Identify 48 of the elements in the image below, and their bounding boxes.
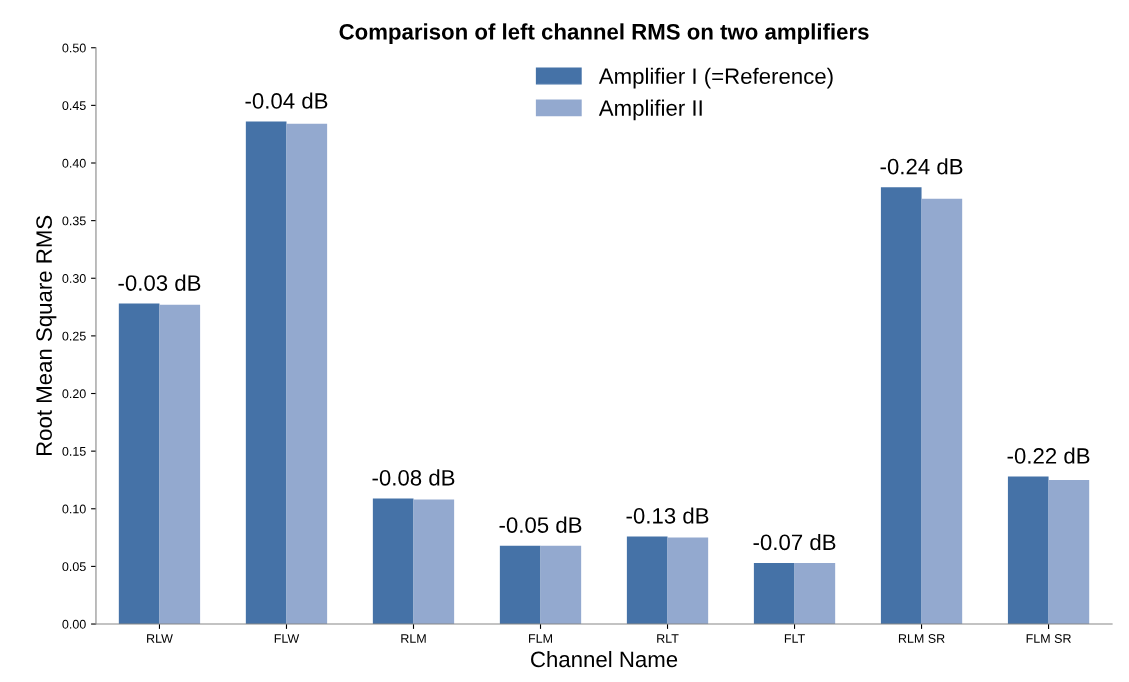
y-tick-label: 0.50 <box>62 43 86 53</box>
bar <box>880 187 922 625</box>
bar <box>118 303 160 625</box>
legend-label: Amplifier I (=Reference) <box>598 67 833 89</box>
annotation: -0.03 dB <box>118 274 201 291</box>
bar <box>1048 479 1090 625</box>
bar <box>499 545 541 625</box>
x-axis-title: Channel Name <box>531 650 678 668</box>
y-tick-label: 0.45 <box>62 101 86 111</box>
annotation: -0.13 dB <box>626 507 709 524</box>
bar <box>794 562 836 625</box>
y-tick-label: 0.00 <box>62 619 86 629</box>
y-tick-label: 0.20 <box>62 389 86 399</box>
bar <box>753 562 795 625</box>
chart-title: Comparison of left channel RMS on two amplifiers <box>339 23 869 45</box>
y-axis-title: Root Mean Square RMS <box>36 215 57 456</box>
x-tick-label: FLM SR <box>1026 634 1071 643</box>
x-tick-label: FLW <box>274 634 300 643</box>
bar <box>540 545 582 625</box>
x-tick-label: FLT <box>784 634 805 643</box>
y-tick-label: 0.25 <box>62 331 86 341</box>
bar <box>372 498 414 625</box>
x-tick-label: RLM SR <box>898 634 945 643</box>
annotation: -0.04 dB <box>245 92 328 109</box>
annotation: -0.24 dB <box>880 158 963 175</box>
y-tick-label: 0.40 <box>62 158 86 168</box>
y-tick-label: 0.30 <box>62 274 86 283</box>
annotation: -0.07 dB <box>753 533 836 551</box>
x-tick-label: RLM <box>401 634 426 643</box>
bar <box>286 123 328 625</box>
bar <box>667 537 709 625</box>
bar <box>245 121 287 625</box>
y-tick-label: 0.15 <box>62 446 86 456</box>
bar <box>921 198 963 625</box>
x-tick-label: RLT <box>657 634 679 643</box>
bar <box>159 304 201 625</box>
y-tick-label: 0.35 <box>62 216 86 226</box>
annotation: -0.22 dB <box>1007 447 1090 464</box>
y-tick-label: 0.05 <box>62 562 86 572</box>
bar <box>413 499 455 625</box>
y-tick-label: 0.10 <box>62 504 86 514</box>
bar <box>1007 476 1049 625</box>
annotation: -0.08 dB <box>372 469 455 486</box>
bar <box>626 536 668 625</box>
annotation: -0.05 dB <box>499 516 582 533</box>
x-tick-label: RLW <box>147 634 173 643</box>
x-tick-label: FLM <box>529 634 552 643</box>
legend-label: Amplifier II <box>598 99 702 121</box>
